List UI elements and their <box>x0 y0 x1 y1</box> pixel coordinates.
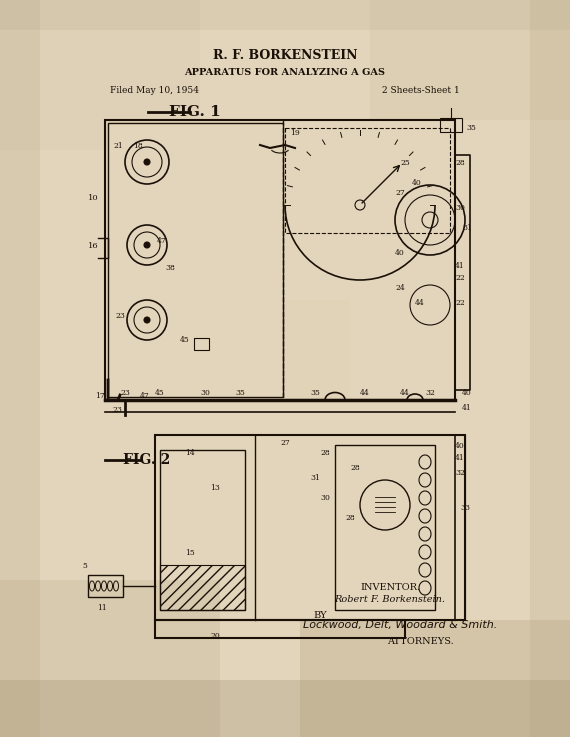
Bar <box>155 435 465 620</box>
Text: Filed May 10, 1954: Filed May 10, 1954 <box>110 85 199 94</box>
Text: 33: 33 <box>460 504 470 512</box>
Bar <box>160 450 245 610</box>
Text: 47: 47 <box>157 237 167 245</box>
Text: 20: 20 <box>210 632 220 640</box>
Text: 40: 40 <box>462 389 472 397</box>
Text: 35: 35 <box>466 124 476 132</box>
Bar <box>108 123 283 397</box>
Text: 31: 31 <box>310 474 320 482</box>
Text: 11: 11 <box>97 604 107 612</box>
Circle shape <box>144 242 150 248</box>
Text: 47: 47 <box>140 392 150 400</box>
Text: 16: 16 <box>88 242 99 250</box>
Bar <box>530 0 570 737</box>
Text: INVENTOR.: INVENTOR. <box>360 584 420 593</box>
Bar <box>0 580 220 737</box>
Circle shape <box>144 159 150 165</box>
Text: 30: 30 <box>455 204 465 212</box>
Text: 22: 22 <box>455 299 465 307</box>
Text: 32: 32 <box>455 469 465 477</box>
Text: R. F. BORKENSTEIN: R. F. BORKENSTEIN <box>213 49 357 61</box>
Text: FIG. 2: FIG. 2 <box>123 453 170 467</box>
Text: 38: 38 <box>165 264 175 272</box>
Text: 41: 41 <box>455 262 465 270</box>
Text: 19: 19 <box>290 129 300 137</box>
Text: 40: 40 <box>412 179 422 187</box>
Text: 45: 45 <box>155 389 165 397</box>
Bar <box>88 575 123 597</box>
Text: 21: 21 <box>113 142 123 150</box>
Text: 14: 14 <box>185 449 195 457</box>
Bar <box>0 0 200 150</box>
Text: 45: 45 <box>180 336 190 344</box>
Bar <box>335 445 435 610</box>
Text: 23: 23 <box>112 406 122 414</box>
Text: 23: 23 <box>120 389 130 397</box>
Bar <box>105 120 455 400</box>
Text: 28: 28 <box>455 159 465 167</box>
Text: 31: 31 <box>462 224 472 232</box>
Bar <box>300 620 570 737</box>
Text: 13: 13 <box>210 484 220 492</box>
Text: 27: 27 <box>280 439 290 447</box>
Text: 22: 22 <box>455 274 465 282</box>
Text: Robert F. Borkenstein.: Robert F. Borkenstein. <box>335 595 446 604</box>
Bar <box>0 0 40 737</box>
Bar <box>0 680 570 737</box>
Text: 10: 10 <box>88 194 99 202</box>
Text: 30: 30 <box>200 389 210 397</box>
Bar <box>200 300 350 400</box>
Text: 28: 28 <box>345 514 355 522</box>
Text: 32: 32 <box>425 389 435 397</box>
Bar <box>155 620 405 638</box>
Text: 25: 25 <box>400 159 410 167</box>
Text: 35: 35 <box>310 389 320 397</box>
Text: 17: 17 <box>95 392 105 400</box>
Bar <box>0 0 570 30</box>
Text: FIG. 1: FIG. 1 <box>169 105 221 119</box>
Text: 15: 15 <box>185 549 195 557</box>
Text: 41: 41 <box>462 404 472 412</box>
Text: 30: 30 <box>320 494 330 502</box>
Text: 40: 40 <box>395 249 405 257</box>
Text: 41: 41 <box>455 454 465 462</box>
Text: 27: 27 <box>395 189 405 197</box>
Text: 18: 18 <box>133 142 142 150</box>
Text: APPARATUS FOR ANALYZING A GAS: APPARATUS FOR ANALYZING A GAS <box>185 68 385 77</box>
Text: ATTORNEYS.: ATTORNEYS. <box>386 638 453 646</box>
Bar <box>160 565 245 610</box>
Text: BY: BY <box>313 610 327 620</box>
Text: 44: 44 <box>400 389 410 397</box>
Text: 2 Sheets-Sheet 1: 2 Sheets-Sheet 1 <box>382 85 460 94</box>
Text: 44: 44 <box>415 299 425 307</box>
Text: 23: 23 <box>115 312 125 320</box>
Text: Lockwood, Delt, Woodard & Smith.: Lockwood, Delt, Woodard & Smith. <box>303 620 497 630</box>
Text: 35: 35 <box>235 389 245 397</box>
Text: 5: 5 <box>82 562 87 570</box>
Circle shape <box>144 317 150 323</box>
Text: 28: 28 <box>320 449 330 457</box>
Bar <box>370 0 570 120</box>
Bar <box>194 338 209 350</box>
Bar <box>285 128 450 233</box>
Text: 40: 40 <box>455 442 465 450</box>
Bar <box>440 118 462 132</box>
Text: 44: 44 <box>360 389 370 397</box>
Text: 28: 28 <box>350 464 360 472</box>
Text: 24: 24 <box>395 284 405 292</box>
